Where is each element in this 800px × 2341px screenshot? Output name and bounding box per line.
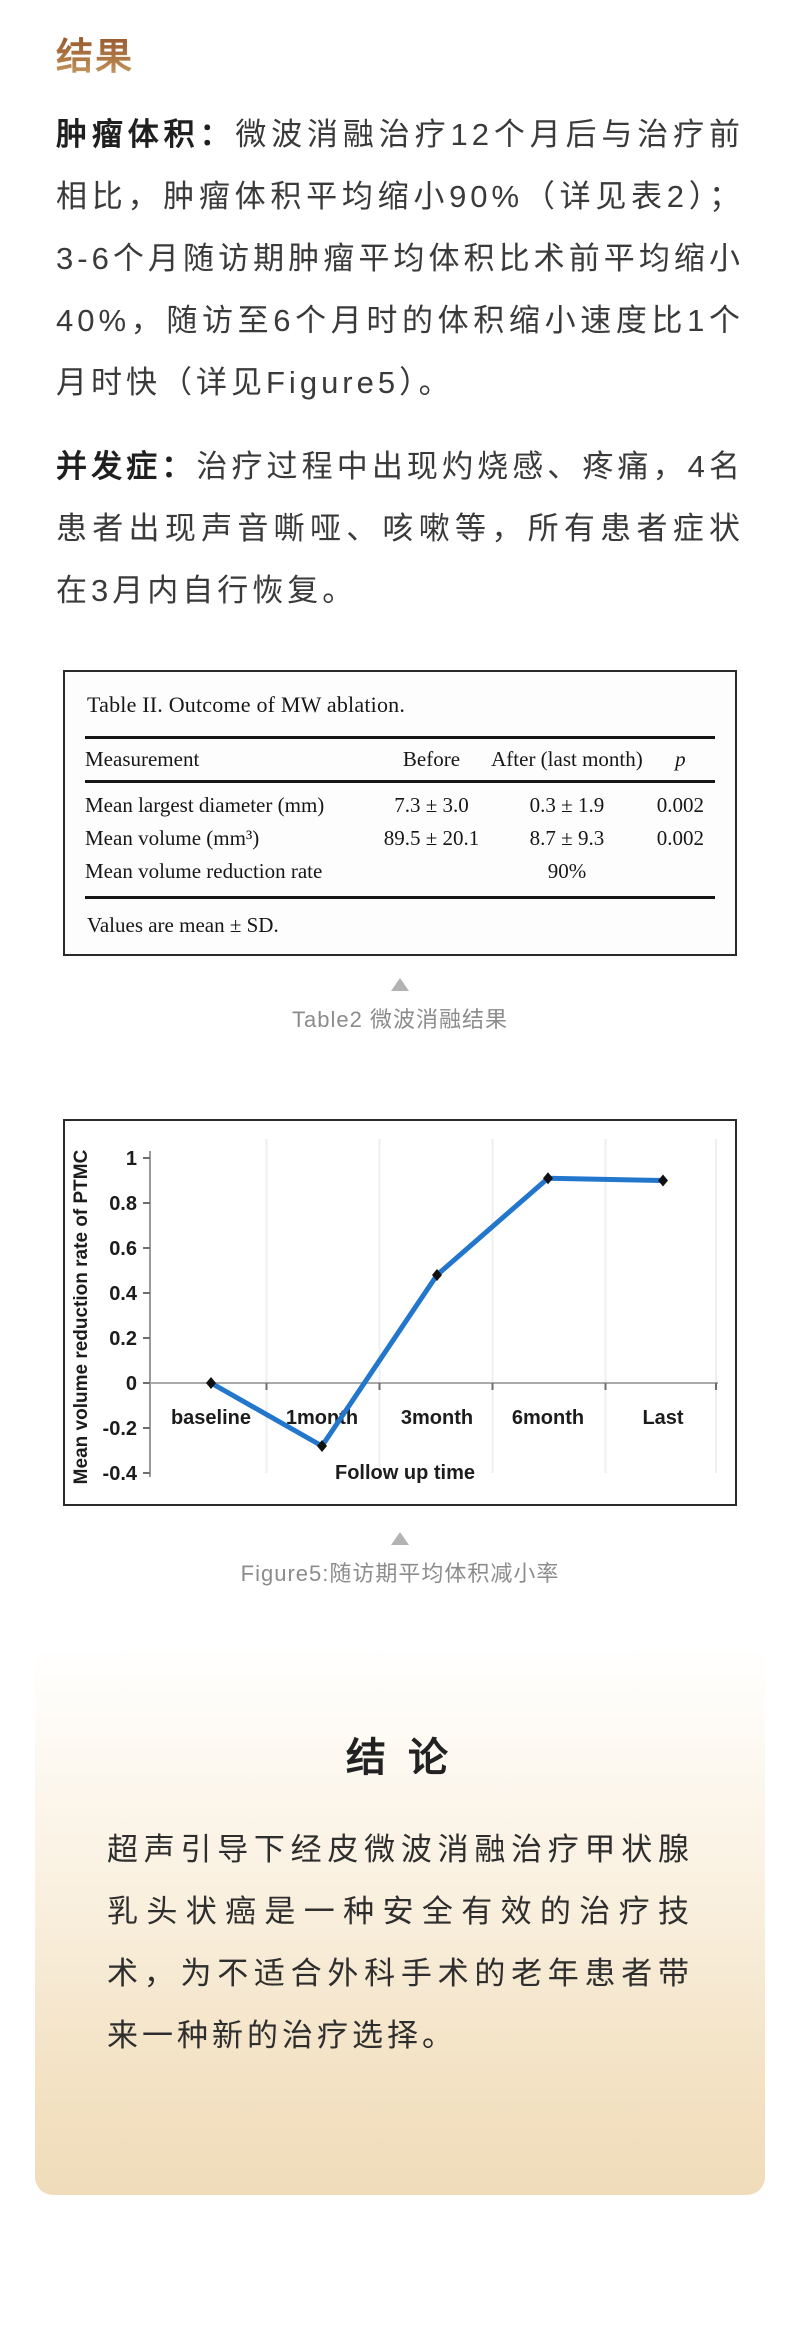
column-header-measurement: Measurement: [85, 736, 375, 783]
table-caption: Table2 微波消融结果: [292, 1007, 508, 1032]
svg-text:0: 0: [126, 1373, 137, 1395]
svg-text:1: 1: [126, 1148, 137, 1170]
results-section: 结果 肿瘤体积：微波消融治疗12个月后与治疗前相比，肿瘤体积平均缩小90%（详见…: [0, 0, 800, 622]
results-heading: 结果: [56, 34, 134, 82]
conclusion-heading: 结 论: [346, 1735, 454, 1780]
table-cell: Mean largest diameter (mm): [85, 793, 325, 817]
svg-text:0.4: 0.4: [109, 1283, 138, 1305]
ptmc-chart-figure: 1 0.8 0.6 0.4 0.2 0 -0.2 -0.4 baseline 1month 3mon…: [63, 1119, 737, 1506]
table-cell: Mean volume (mm³): [85, 826, 260, 850]
figure-caption: Figure5:随访期平均体积减小率: [240, 1561, 560, 1586]
table-cell: 89.5 ± 20.1: [383, 826, 480, 850]
table-footnote: Values are mean ± SD.: [87, 913, 279, 937]
table-cell: 0.3 ± 1.9: [529, 793, 605, 817]
mw-ablation-table-inner: Table II. Outcome of MW ablation. Measur…: [65, 672, 735, 954]
tumor-volume-text: 微波消融治疗12个月后与治疗前相比，肿瘤体积平均缩小90%（详见表2）；3-6个…: [56, 117, 744, 400]
table-cell: Mean volume reduction rate: [85, 855, 375, 899]
mw-ablation-table: Measurement Before After (last month) p …: [85, 736, 715, 899]
table-cell: [374, 855, 489, 899]
conclusion-section: 结 论 超声引导下经皮微波消融治疗甲状腺乳头状癌是一种安全有效的治疗技术，为不适…: [35, 1645, 765, 2195]
mw-ablation-table-figure: Table II. Outcome of MW ablation. Measur…: [63, 670, 737, 956]
svg-text:Mean volume reduction rate of: Mean volume reduction rate of PTMC: [71, 1149, 92, 1484]
column-header-before: Before: [374, 736, 489, 783]
table-header-row: Measurement Before After (last month) p: [85, 736, 715, 783]
svg-text:3month: 3month: [401, 1407, 473, 1429]
table-cell: 90%: [488, 855, 646, 899]
table-cell: 8.7 ± 9.3: [529, 826, 605, 850]
complications-text: 治疗过程中出现灼烧感、疼痛，4名患者出现声音嘶哑、咳嗽等，所有患者症状在3月内自…: [56, 449, 744, 608]
column-header-after: After (last month): [488, 736, 646, 783]
complications-paragraph: 并发症：治疗过程中出现灼烧感、疼痛，4名患者出现声音嘶哑、咳嗽等，所有患者症状在…: [56, 436, 744, 622]
table-title: Table II. Outcome of MW ablation.: [87, 692, 406, 717]
table-row: Mean largest diameter (mm) 7.3 ± 3.0 0.3…: [85, 782, 715, 823]
svg-text:Last: Last: [642, 1407, 683, 1429]
complications-label: 并发症：: [56, 449, 197, 484]
column-header-p: p: [645, 736, 715, 783]
svg-text:0.2: 0.2: [109, 1328, 137, 1350]
svg-text:Follow up time: Follow up time: [335, 1462, 475, 1484]
svg-text:6month: 6month: [512, 1407, 584, 1429]
collapse-triangle-icon: [391, 978, 409, 991]
svg-text:-0.4: -0.4: [103, 1463, 138, 1485]
table-cell: [645, 855, 715, 899]
tumor-volume-label: 肿瘤体积：: [56, 117, 236, 152]
svg-text:0.8: 0.8: [109, 1193, 137, 1215]
collapse-triangle-icon: [391, 1532, 409, 1545]
svg-text:0.6: 0.6: [109, 1238, 137, 1260]
table-cell: 0.002: [656, 826, 704, 850]
table-row: Mean volume reduction rate 90%: [85, 855, 715, 899]
tumor-volume-paragraph: 肿瘤体积：微波消融治疗12个月后与治疗前相比，肿瘤体积平均缩小90%（详见表2）…: [56, 104, 744, 414]
table-cell: 0.002: [656, 793, 704, 817]
table-row: Mean volume (mm³) 89.5 ± 20.1 8.7 ± 9.3 …: [85, 822, 715, 855]
conclusion-text: 超声引导下经皮微波消融治疗甲状腺乳头状癌是一种安全有效的治疗技术，为不适合外科手…: [107, 1832, 693, 2053]
svg-text:-0.2: -0.2: [103, 1418, 137, 1440]
svg-text:baseline: baseline: [171, 1407, 251, 1429]
table-cell: 7.3 ± 3.0: [394, 793, 469, 817]
